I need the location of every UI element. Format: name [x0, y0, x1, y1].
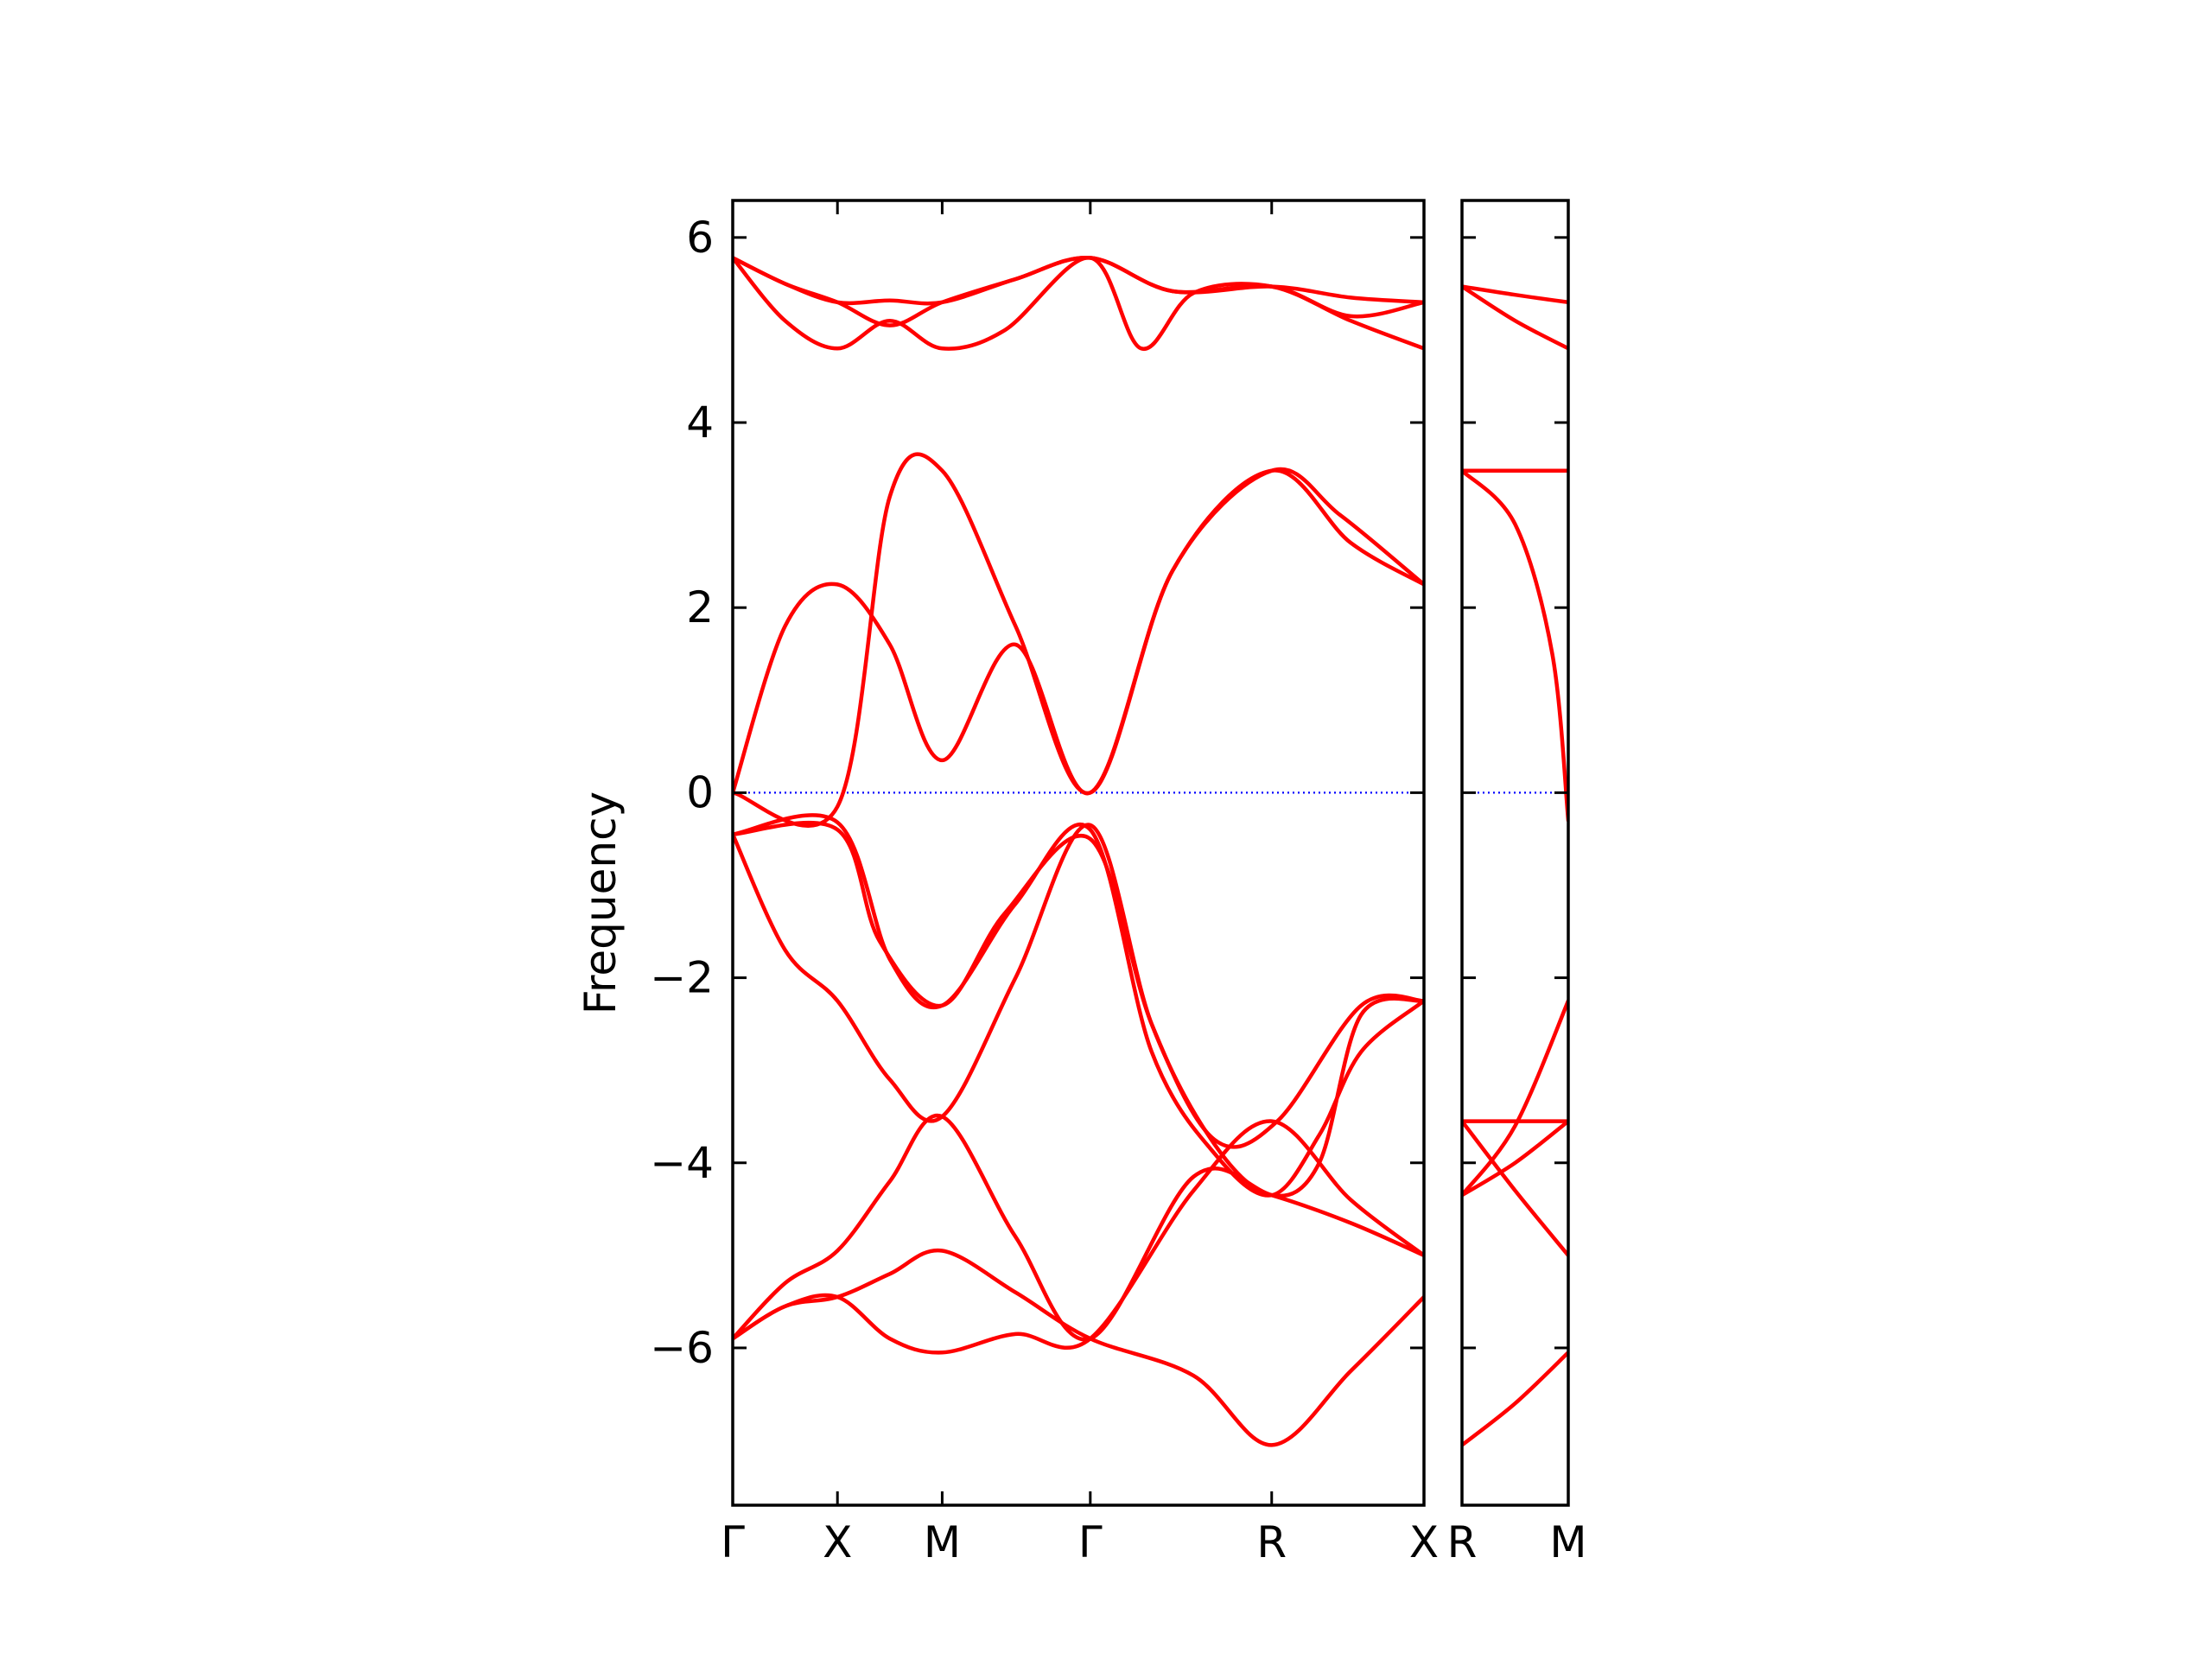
band-line-rm-lower: [1462, 1351, 1568, 1447]
x-tick-label: R: [1447, 1517, 1478, 1567]
x-tick-label: M: [1549, 1517, 1586, 1567]
y-tick-label: −6: [650, 1323, 714, 1373]
band-line-rm-acoustic-down: [1462, 468, 1568, 823]
band-line-rm-mid-a: [1462, 999, 1568, 1198]
band-line-lower-band-a: [733, 1113, 1424, 1342]
y-axis-label: Frequency: [575, 791, 626, 1014]
band-line-acoustic-b: [733, 452, 1424, 828]
panel-left: −6 −4 −2 0 2 4 6 Γ X M Γ R X: [650, 199, 1439, 1567]
y-tick-label: 2: [686, 582, 714, 632]
axes-frame: [1460, 199, 1570, 1507]
band-line-mid-band-b: [733, 813, 1424, 1198]
axes-frame: [731, 199, 1426, 1507]
band-line-upper-band-c: [733, 256, 1424, 351]
y-tick-label: 6: [686, 213, 714, 263]
band-line-rm-mid-c: [1462, 1119, 1568, 1198]
band-line-mid-band-a: [733, 823, 1424, 1198]
bands-group: [1462, 284, 1568, 1447]
band-line-rm-mid-d: [1462, 1119, 1568, 1258]
x-tick-label: M: [924, 1517, 961, 1567]
band-line-rm-upper-b: [1462, 284, 1568, 351]
band-line-soft-mode: [733, 821, 1424, 1149]
band-line-upper-band-a: [733, 256, 1424, 306]
band-line-lower-band-b: [733, 1248, 1424, 1447]
x-tick-label: Γ: [721, 1517, 745, 1567]
bands-group: [733, 256, 1424, 1447]
band-line-acoustic-a: [733, 468, 1424, 796]
x-tick-label: R: [1256, 1517, 1287, 1567]
y-tick-label: 4: [686, 397, 714, 448]
y-tick-label: 0: [686, 767, 714, 817]
y-tick-label: −2: [650, 953, 714, 1003]
y-tick-label: −4: [650, 1138, 714, 1188]
band-line-lower-band-c: [733, 1119, 1424, 1355]
x-tick-label: X: [823, 1517, 852, 1567]
x-tick-label: Γ: [1078, 1517, 1103, 1567]
x-tick-label: X: [1409, 1517, 1439, 1567]
band-line-rm-upper-a: [1462, 284, 1568, 305]
